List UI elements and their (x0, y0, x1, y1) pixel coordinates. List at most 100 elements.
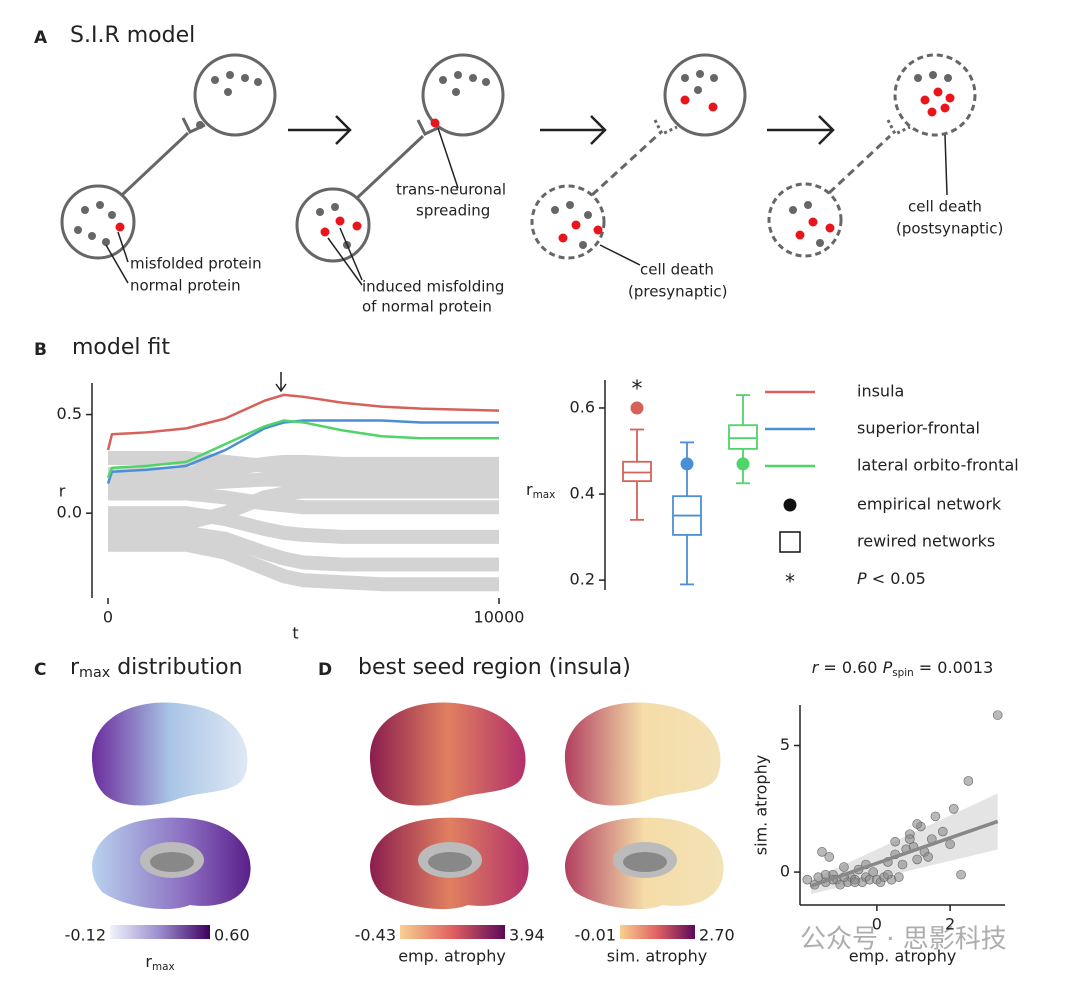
x-tick-label: 0 (872, 915, 882, 934)
box (728, 424, 758, 450)
legend-label: empirical network (857, 495, 1002, 514)
colorbar-min: -0.01 (575, 926, 616, 945)
chart-title-part: = 0.60 (818, 658, 882, 677)
y-axis-label-part: r (526, 480, 533, 499)
y-axis-label: sim. atrophy (752, 755, 771, 855)
x-tick-label: 10000 (474, 608, 525, 627)
legend-label-part: < 0.05 (867, 569, 926, 588)
arrows (288, 115, 835, 145)
y-tick-label: 0.5 (57, 404, 82, 423)
legend-marker (783, 498, 797, 512)
rewired-line (104, 486, 499, 515)
colorbar (400, 925, 505, 939)
watermark: 公众号 · 思影科技 (800, 925, 1007, 955)
x-tick-label: 0 (103, 608, 113, 627)
panel-label: A (34, 28, 48, 48)
proteins (74, 70, 952, 249)
point (802, 874, 813, 885)
legend-label: P < 0.05 (857, 569, 926, 588)
point (890, 836, 900, 847)
y-tick-label: 0 (780, 862, 790, 881)
point (963, 776, 974, 786)
colorbar-label: sim. atrophy (607, 947, 707, 966)
panel-title: rmax distribution (70, 655, 243, 681)
legend-label: lateral orbito-frontal (857, 456, 1019, 475)
colorbar-label-part: r (145, 952, 152, 971)
annotation: normal protein (130, 277, 241, 295)
series-line (106, 393, 500, 451)
annotation: of normal protein (362, 298, 492, 316)
chart-title-part: r (812, 658, 820, 677)
legend-label: superior-frontal (857, 419, 980, 438)
point (945, 839, 955, 850)
point (850, 877, 860, 888)
legend-label: rewired networks (857, 532, 995, 551)
point (992, 710, 1003, 720)
point (948, 803, 959, 814)
colorbar-label-part: max (152, 961, 175, 973)
misfolded-proteins (115, 87, 955, 243)
panel-title-part: distribution (110, 655, 242, 680)
y-tick-label: 0.4 (570, 484, 595, 503)
panel-title: best seed region (insula) (358, 655, 631, 680)
rewired-line (104, 537, 499, 592)
colorbar (110, 925, 210, 939)
annotation: misfolded protein (130, 255, 262, 273)
chart-title-part: P (883, 658, 893, 677)
point (817, 847, 827, 857)
point (883, 869, 893, 880)
annotation: (presynaptic) (628, 283, 728, 301)
point (930, 811, 941, 822)
annotation: cell death (908, 198, 982, 216)
y-tick-label: 0.2 (570, 570, 595, 589)
rewired-line (104, 525, 499, 572)
chart-title: r = 0.60 Pspin = 0.0013 (812, 658, 994, 680)
colorbar-max: 3.94 (509, 926, 545, 945)
y-tick-label: 0.0 (57, 503, 82, 522)
annotation: induced misfolding (362, 278, 504, 296)
empirical-point (630, 401, 644, 415)
colorbar-max: 0.60 (214, 926, 250, 945)
colorbar (620, 925, 695, 939)
y-tick-label: 0.6 (570, 397, 595, 416)
y-axis-label-part: max (533, 489, 556, 501)
chart-title-part: spin (892, 667, 913, 679)
series-line (106, 419, 499, 484)
x-tick-label: 2 (945, 915, 955, 934)
chart-title-part: = 0.0013 (914, 658, 994, 677)
point (894, 872, 904, 882)
y-tick-label: 5 (780, 735, 790, 754)
annotation: (postsynaptic) (896, 220, 1003, 238)
neurons (60, 53, 977, 263)
point (912, 854, 922, 865)
colorbar-label: rmax (145, 952, 174, 974)
point (956, 869, 966, 880)
significance: * (632, 377, 643, 402)
panel-label: D (318, 660, 332, 680)
panel-title: S.I.R model (70, 23, 195, 48)
point (824, 852, 835, 862)
legend-label-part: P (857, 569, 867, 588)
rewired-line (104, 484, 499, 531)
panel-title-part: max (79, 665, 110, 681)
empirical-point (680, 457, 694, 471)
panel-label: C (34, 660, 46, 680)
annotation: spreading (416, 202, 490, 220)
point (905, 834, 915, 844)
colorbar-max: 2.70 (699, 926, 735, 945)
annotation: cell death (640, 261, 714, 279)
y-axis-label: rmax (526, 480, 555, 502)
box (622, 460, 652, 483)
peak-arrow (275, 372, 287, 393)
panel-title: model fit (72, 335, 170, 360)
brain-maps (91, 702, 724, 910)
fit-line (810, 819, 999, 888)
point (937, 826, 948, 837)
x-axis-label: emp. atrophy (849, 947, 957, 966)
rewired-line (104, 472, 499, 491)
legend-marker: * (785, 570, 795, 594)
empirical-point (736, 457, 750, 471)
colorbar-label: emp. atrophy (398, 947, 506, 966)
leader-lines (105, 127, 948, 286)
